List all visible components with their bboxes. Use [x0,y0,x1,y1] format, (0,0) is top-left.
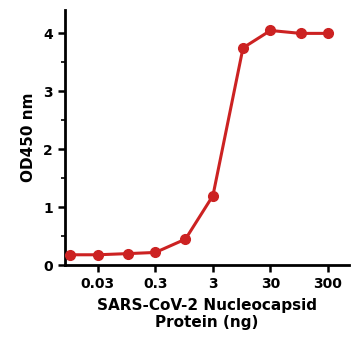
Point [210,193,216,198]
Point [240,45,246,51]
X-axis label: SARS-CoV-2 Nucleocapsid
Protein (ng): SARS-CoV-2 Nucleocapsid Protein (ng) [97,298,317,330]
Point [67,252,73,257]
Point [153,250,158,255]
Point [267,28,273,33]
Point [325,31,331,36]
Point [183,236,188,242]
Point [298,31,303,36]
Point [125,251,131,256]
Point [95,252,101,257]
Y-axis label: OD450 nm: OD450 nm [21,93,36,183]
